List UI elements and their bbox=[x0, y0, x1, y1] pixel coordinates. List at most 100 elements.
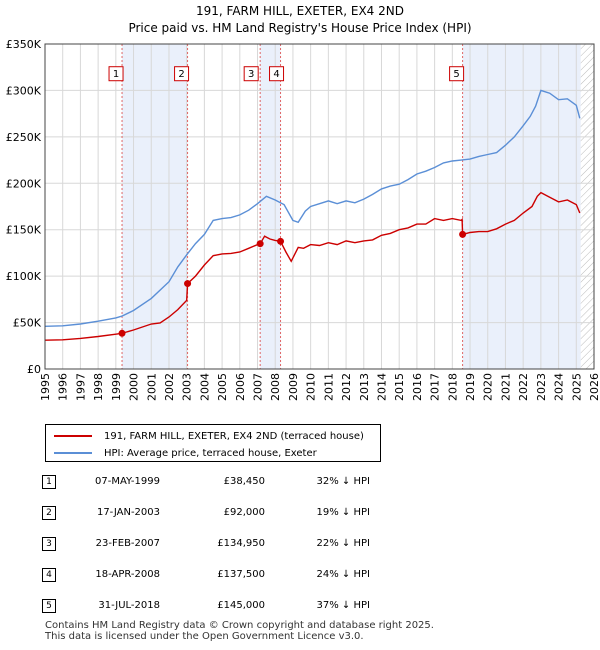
sale-point bbox=[277, 237, 285, 245]
y-tick-label: £150K bbox=[6, 224, 42, 237]
sale-row: 5 31-JUL-2018 £145,000 37% ↓ HPI bbox=[0, 596, 600, 616]
legend-swatch-hpi bbox=[54, 452, 92, 454]
sale-number-annotation: 3 bbox=[243, 66, 259, 82]
sale-hpi-delta: 32% ↓ HPI bbox=[316, 476, 370, 487]
plot-frame bbox=[44, 43, 595, 370]
y-tick-label: £200K bbox=[6, 177, 42, 190]
x-tick-label: 2022 bbox=[517, 373, 530, 401]
shaded-ownership-period bbox=[462, 44, 581, 369]
x-tick-label: 2021 bbox=[499, 373, 512, 401]
sale-date: 18-APR-2008 bbox=[95, 569, 160, 580]
future-hatch-area bbox=[580, 44, 594, 369]
sale-point bbox=[459, 230, 467, 238]
x-tick-label: 1999 bbox=[110, 373, 123, 401]
x-tick-label: 2002 bbox=[163, 373, 176, 401]
x-tick-label: 1996 bbox=[57, 373, 70, 401]
sale-date: 31-JUL-2018 bbox=[98, 600, 160, 611]
sale-number-annotation: 1 bbox=[108, 66, 124, 82]
sale-number-label: 2 bbox=[178, 69, 184, 80]
x-tick-label: 2003 bbox=[181, 373, 194, 401]
y-tick-label: £0 bbox=[27, 363, 41, 376]
sale-number-badge: 1 bbox=[42, 475, 56, 489]
x-tick-label: 2011 bbox=[322, 373, 335, 401]
sale-price: £145,000 bbox=[217, 600, 265, 611]
x-tick-label: 2008 bbox=[269, 373, 282, 401]
x-tick-label: 2015 bbox=[393, 373, 406, 401]
sale-date: 17-JAN-2003 bbox=[96, 507, 160, 518]
sale-number-label: 5 bbox=[453, 69, 459, 80]
sale-number-label: 3 bbox=[248, 69, 254, 80]
x-tick-label: 2004 bbox=[198, 373, 211, 401]
sale-number-badge: 5 bbox=[42, 599, 56, 613]
footer-line-copyright: Contains HM Land Registry data © Crown c… bbox=[45, 620, 434, 631]
y-tick-label: £350K bbox=[6, 38, 42, 51]
y-tick-label: £300K bbox=[6, 84, 42, 97]
shaded-ownership-period bbox=[122, 44, 188, 369]
sale-row: 2 17-JAN-2003 £92,000 19% ↓ HPI bbox=[0, 503, 600, 523]
sale-number-box bbox=[269, 66, 285, 82]
legend-label-property: 191, FARM HILL, EXETER, EX4 2ND (terrace… bbox=[104, 430, 364, 442]
x-tick-label: 2024 bbox=[553, 373, 566, 401]
sale-price: £38,450 bbox=[223, 476, 265, 487]
x-tick-label: 2018 bbox=[446, 373, 459, 401]
y-tick-label: £100K bbox=[6, 270, 42, 283]
x-tick-label: 2010 bbox=[305, 373, 318, 401]
sale-price: £134,950 bbox=[217, 538, 265, 549]
legend-swatch-property bbox=[54, 435, 92, 437]
x-tick-label: 2017 bbox=[429, 373, 442, 401]
shaded-ownership-period bbox=[260, 44, 281, 369]
y-tick-label: £250K bbox=[6, 131, 42, 144]
sale-number-box bbox=[449, 66, 465, 82]
sale-hpi-delta: 37% ↓ HPI bbox=[316, 600, 370, 611]
sale-number-box bbox=[174, 66, 190, 82]
x-tick-label: 2012 bbox=[340, 373, 353, 401]
sale-date: 07-MAY-1999 bbox=[94, 476, 160, 487]
x-tick-label: 1995 bbox=[39, 373, 52, 401]
sale-date: 23-FEB-2007 bbox=[95, 538, 160, 549]
x-tick-label: 2026 bbox=[588, 373, 600, 401]
x-tick-label: 2005 bbox=[216, 373, 229, 401]
sale-number-annotation: 4 bbox=[269, 66, 285, 82]
footer-line-licence: This data is licensed under the Open Gov… bbox=[45, 631, 364, 642]
chart-subtitle: Price paid vs. HM Land Registry's House … bbox=[128, 21, 471, 35]
x-tick-label: 2013 bbox=[358, 373, 371, 401]
x-tick-label: 2014 bbox=[375, 373, 388, 401]
sale-row: 3 23-FEB-2007 £134,950 22% ↓ HPI bbox=[0, 534, 600, 554]
sale-number-label: 4 bbox=[273, 69, 279, 80]
x-tick-label: 2016 bbox=[411, 373, 424, 401]
sale-point bbox=[256, 240, 264, 248]
sale-hpi-delta: 22% ↓ HPI bbox=[316, 538, 370, 549]
x-tick-label: 2019 bbox=[464, 373, 477, 401]
x-tick-label: 1997 bbox=[74, 373, 87, 401]
sale-number-label: 1 bbox=[113, 69, 119, 80]
hpi-line bbox=[44, 89, 581, 327]
x-tick-label: 2001 bbox=[145, 373, 158, 401]
property-price-line bbox=[44, 191, 581, 341]
x-tick-label: 2023 bbox=[535, 373, 548, 401]
x-tick-label: 2025 bbox=[570, 373, 583, 401]
price-chart: 191, FARM HILL, EXETER, EX4 2ND Price pa… bbox=[6, 4, 600, 401]
x-tick-label: 2020 bbox=[482, 373, 495, 401]
sale-point bbox=[118, 329, 126, 337]
x-tick-label: 1998 bbox=[92, 373, 105, 401]
sale-hpi-delta: 19% ↓ HPI bbox=[316, 507, 370, 518]
sale-number-badge: 3 bbox=[42, 537, 56, 551]
legend-item-property: 191, FARM HILL, EXETER, EX4 2ND (terrace… bbox=[54, 428, 364, 444]
chart-legend: 191, FARM HILL, EXETER, EX4 2ND (terrace… bbox=[45, 424, 381, 462]
sale-number-box bbox=[243, 66, 259, 82]
legend-item-hpi: HPI: Average price, terraced house, Exet… bbox=[54, 445, 317, 461]
sale-point bbox=[184, 280, 192, 288]
chart-title: 191, FARM HILL, EXETER, EX4 2ND bbox=[196, 4, 404, 18]
legend-label-hpi: HPI: Average price, terraced house, Exet… bbox=[104, 447, 317, 459]
sale-row: 4 18-APR-2008 £137,500 24% ↓ HPI bbox=[0, 565, 600, 585]
sale-number-annotation: 5 bbox=[449, 66, 465, 82]
sale-row: 1 07-MAY-1999 £38,450 32% ↓ HPI bbox=[0, 472, 600, 492]
x-tick-label: 2000 bbox=[128, 373, 141, 401]
footer-attribution: Contains HM Land Registry data © Crown c… bbox=[45, 620, 434, 642]
x-tick-label: 2009 bbox=[287, 373, 300, 401]
sale-number-annotation: 2 bbox=[174, 66, 190, 82]
sale-number-box bbox=[108, 66, 124, 82]
sale-hpi-delta: 24% ↓ HPI bbox=[316, 569, 370, 580]
x-tick-label: 2006 bbox=[234, 373, 247, 401]
sale-price: £92,000 bbox=[223, 507, 265, 518]
